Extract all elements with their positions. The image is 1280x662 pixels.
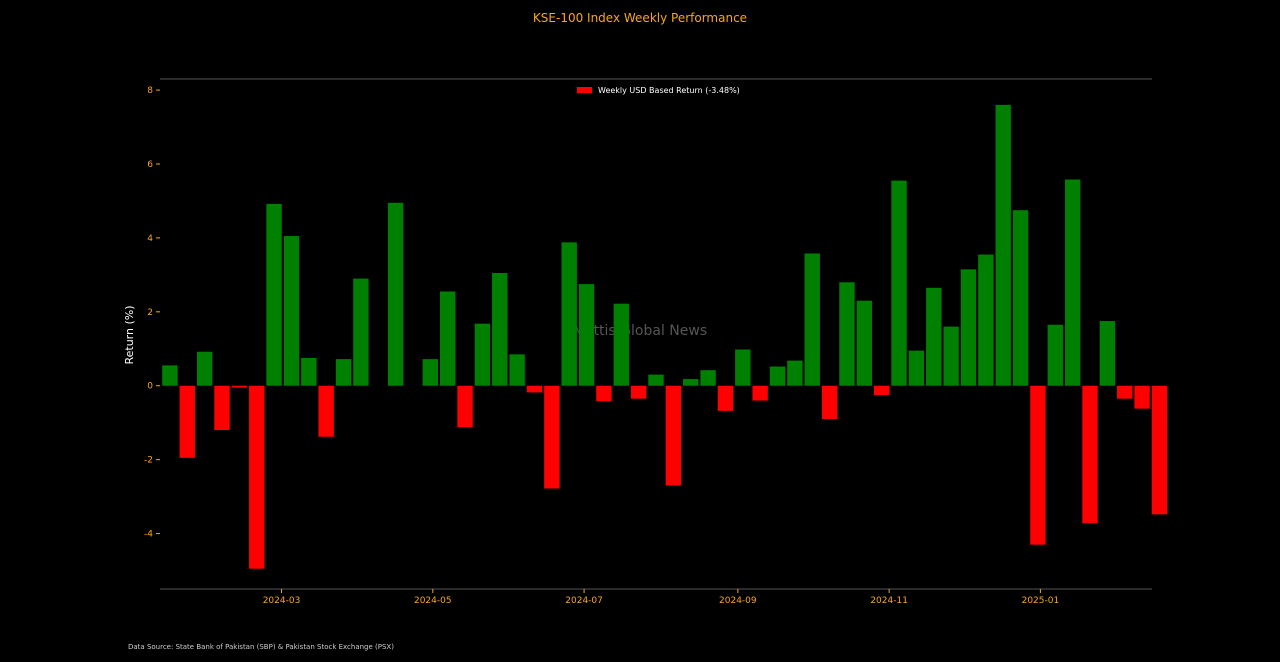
bar-2025-02-11 — [1134, 385, 1150, 409]
bar-2024-06-25 — [561, 242, 577, 386]
bar-2025-02-18 — [1151, 385, 1168, 515]
bar-2024-02-27 — [266, 203, 282, 386]
x-tick-label: 2024-03 — [263, 596, 301, 606]
bar-2025-01-14 — [1064, 179, 1081, 386]
bar-2024-05-07 — [439, 291, 456, 386]
bar-2024-05-14 — [457, 385, 473, 428]
bar-2024-11-12 — [908, 350, 925, 386]
bars-group — [162, 104, 1168, 569]
bar-2024-02-13 — [231, 385, 248, 388]
bar-2024-02-20 — [249, 385, 265, 569]
x-tick-label: 2024-11 — [870, 596, 908, 606]
y-tick-label: 8 — [147, 86, 153, 96]
x-axis-ticks: 2024-03 2024-05 2024-07 2024-09 2024-11 2025-… — [263, 589, 1059, 606]
bar-2024-06-11 — [526, 385, 543, 393]
bar-2024-07-02 — [578, 284, 595, 386]
bar-2024-11-05 — [891, 180, 907, 386]
bar-2024-01-30 — [196, 351, 213, 386]
bar-2024-03-19 — [318, 385, 334, 437]
bar-2024-03-05 — [283, 236, 300, 386]
y-tick-label: 6 — [147, 160, 153, 170]
x-tick-label: 2024-07 — [565, 596, 603, 606]
x-tick-label: 2024-09 — [719, 596, 757, 606]
bar-2024-07-16 — [613, 303, 629, 386]
y-tick-label: 2 — [147, 308, 153, 318]
chart-title: KSE-100 Index Weekly Performance — [533, 11, 747, 25]
y-tick-label: -2 — [144, 456, 153, 466]
y-tick-label: 4 — [147, 234, 153, 244]
bar-2024-08-27 — [717, 385, 734, 411]
x-tick-label: 2025-01 — [1022, 596, 1060, 606]
bar-2024-11-26 — [943, 326, 959, 386]
bar-2025-01-07 — [1047, 324, 1063, 386]
bar-2024-03-12 — [301, 358, 317, 386]
bar-2025-01-28 — [1099, 321, 1116, 386]
bar-2024-08-20 — [700, 370, 716, 386]
legend-swatch — [577, 87, 592, 93]
bar-2025-01-21 — [1082, 385, 1098, 524]
bar-2024-08-13 — [683, 379, 699, 386]
bar-2024-12-03 — [960, 269, 977, 386]
bar-2024-12-10 — [978, 254, 994, 386]
bar-2024-06-04 — [509, 354, 525, 386]
bar-2024-01-16 — [162, 365, 178, 386]
bar-2024-07-30 — [648, 374, 664, 386]
watermark: Mettis Global News — [573, 323, 707, 339]
y-axis-ticks: -4 -2 0 2 4 6 8 — [144, 86, 160, 540]
bar-2024-09-17 — [769, 366, 786, 386]
bar-2024-10-15 — [839, 282, 855, 386]
bar-2024-02-06 — [214, 385, 230, 431]
bar-2024-10-01 — [804, 253, 820, 386]
data-source-note: Data Source: State Bank of Pakistan (SBP… — [128, 643, 394, 651]
bar-2024-04-30 — [422, 359, 439, 386]
y-axis-label: Return (%) — [123, 305, 136, 364]
bar-2024-06-18 — [544, 385, 560, 489]
bar-2024-10-22 — [856, 300, 873, 386]
legend: Weekly USD Based Return (-3.48%) — [577, 86, 740, 95]
bar-2024-10-08 — [821, 385, 838, 419]
y-tick-label: 0 — [147, 382, 153, 392]
bar-2025-02-04 — [1117, 385, 1133, 399]
bar-2024-07-09 — [596, 385, 612, 402]
bar-2024-09-24 — [787, 360, 803, 386]
bar-2024-05-28 — [492, 273, 508, 386]
bar-2024-10-29 — [873, 385, 890, 395]
bar-2024-09-03 — [735, 349, 751, 386]
bar-2024-07-23 — [630, 385, 647, 399]
bar-2024-12-17 — [995, 104, 1011, 386]
bar-2024-05-21 — [474, 323, 491, 386]
bar-2024-12-24 — [1012, 210, 1029, 386]
bar-2024-04-16 — [387, 202, 404, 386]
bar-2024-03-26 — [335, 359, 352, 386]
bar-2024-12-31 — [1030, 385, 1046, 545]
legend-label: Weekly USD Based Return (-3.48%) — [598, 86, 740, 95]
y-tick-label: -4 — [144, 530, 153, 540]
bar-2024-11-19 — [926, 287, 942, 386]
bar-2024-08-06 — [665, 385, 682, 486]
x-tick-label: 2024-05 — [414, 596, 452, 606]
bar-2024-01-23 — [179, 385, 195, 458]
bar-2024-04-02 — [353, 278, 369, 386]
bar-2024-09-10 — [752, 385, 768, 401]
